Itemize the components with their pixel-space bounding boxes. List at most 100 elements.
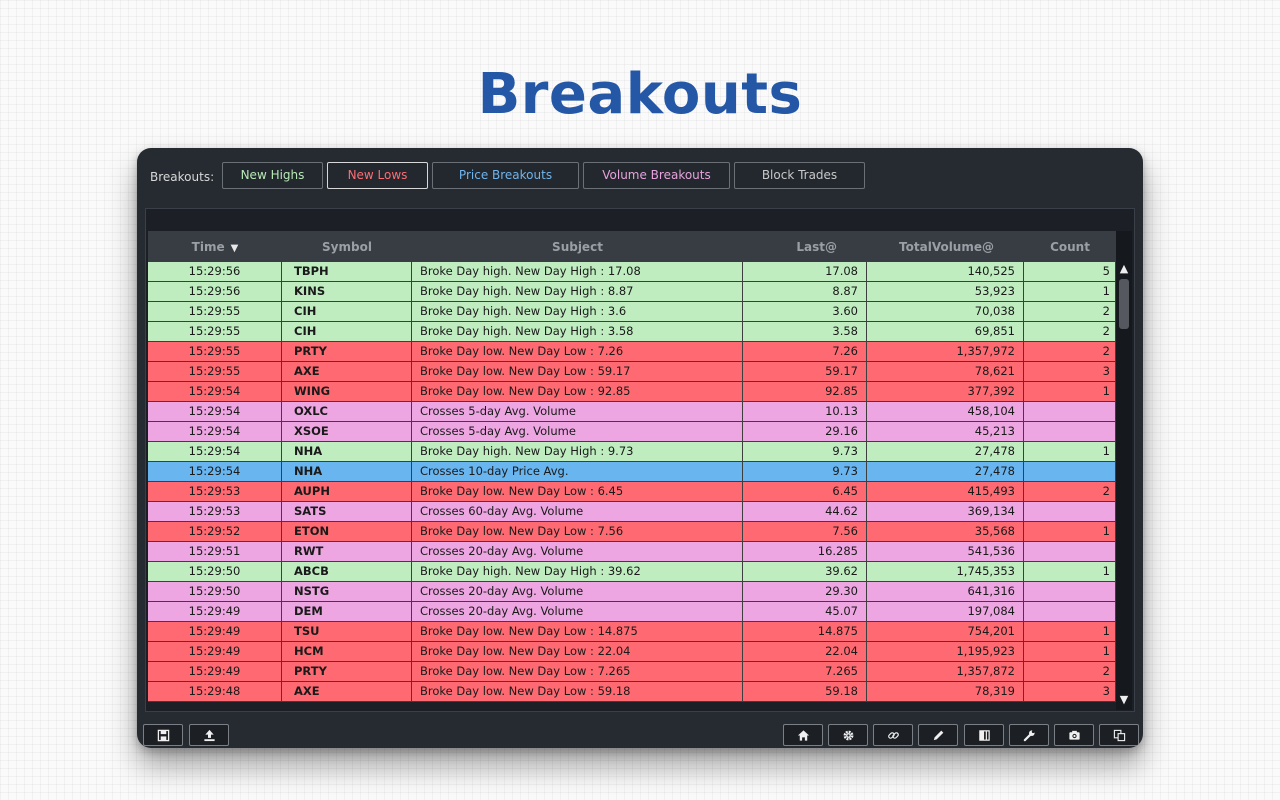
cell-last: 44.62 [743,502,867,522]
scroll-down-icon[interactable]: ▼ [1119,693,1129,706]
cell-total-volume: 140,525 [867,262,1024,282]
cell-time: 15:29:54 [148,382,282,402]
cell-total-volume: 45,213 [867,422,1024,442]
cell-last: 45.07 [743,602,867,622]
cell-subject: Broke Day high. New Day High : 39.62 [412,562,743,582]
table-row[interactable]: 15:29:55 CIH Broke Day high. New Day High … [148,302,1116,322]
cell-total-volume: 1,195,923 [867,642,1024,662]
cell-subject: Broke Day low. New Day Low : 7.56 [412,522,743,542]
cell-time: 15:29:50 [148,562,282,582]
cell-time: 15:29:52 [148,522,282,542]
table-row[interactable]: 15:29:53 SATS Crosses 60-day Avg. Volume 44… [148,502,1116,522]
column-header-subject[interactable]: Subject [552,240,603,254]
save-button[interactable] [143,724,183,746]
column-header-last[interactable]: Last@ [796,240,837,254]
cell-subject: Broke Day low. New Day Low : 59.18 [412,682,743,702]
cell-total-volume: 53,923 [867,282,1024,302]
cell-total-volume: 1,745,353 [867,562,1024,582]
table-row[interactable]: 15:29:49 PRTY Broke Day low. New Day Low :… [148,662,1116,682]
export-button[interactable] [189,724,229,746]
filter-new-highs-button[interactable]: New Highs [222,162,323,189]
cell-time: 15:29:56 [148,282,282,302]
table-row[interactable]: 15:29:54 NHA Broke Day high. New Day High … [148,442,1116,462]
cell-time: 15:29:53 [148,482,282,502]
scroll-thumb[interactable] [1119,279,1129,329]
pencil-icon [932,729,945,742]
home-button[interactable] [783,724,823,746]
filter-volume-breakouts-button[interactable]: Volume Breakouts [583,162,730,189]
column-header-symbol[interactable]: Symbol [322,240,372,254]
cell-total-volume: 369,134 [867,502,1024,522]
cell-time: 15:29:55 [148,302,282,322]
table-row[interactable]: 15:29:56 KINS Broke Day high. New Day High… [148,282,1116,302]
cell-total-volume: 35,568 [867,522,1024,542]
cell-total-volume: 197,084 [867,602,1024,622]
table-row[interactable]: 15:29:50 NSTG Crosses 20-day Avg. Volume 29… [148,582,1116,602]
cell-symbol: ABCB [282,562,412,582]
cell-symbol: OXLC [282,402,412,422]
table-row[interactable]: 15:29:52 ETON Broke Day low. New Day Low :… [148,522,1116,542]
table-row[interactable]: 15:29:49 DEM Crosses 20-day Avg. Volume 45.… [148,602,1116,622]
table-row[interactable]: 15:29:55 CIH Broke Day high. New Day High … [148,322,1116,342]
cell-symbol: RWT [282,542,412,562]
cell-symbol: CIH [282,302,412,322]
cell-count: 2 [1024,482,1116,502]
cell-subject: Crosses 20-day Avg. Volume [412,542,743,562]
table-row[interactable]: 15:29:51 RWT Crosses 20-day Avg. Volume 16.… [148,542,1116,562]
table-row[interactable]: 15:29:54 WING Broke Day low. New Day Low :… [148,382,1116,402]
cell-symbol: WING [282,382,412,402]
cell-count [1024,602,1116,622]
cell-symbol: ETON [282,522,412,542]
cell-last: 29.16 [743,422,867,442]
cell-total-volume: 78,319 [867,682,1024,702]
copy-button[interactable] [1099,724,1139,746]
copy-icon [1113,729,1126,742]
cell-total-volume: 27,478 [867,462,1024,482]
cell-last: 3.60 [743,302,867,322]
vertical-scrollbar[interactable]: ▲ ▼ [1116,231,1132,710]
column-header-total-volume[interactable]: TotalVolume@ [899,240,994,254]
tools-button[interactable] [1009,724,1049,746]
table-row[interactable]: 15:29:50 ABCB Broke Day high. New Day High… [148,562,1116,582]
edit-button[interactable] [918,724,958,746]
cell-last: 7.265 [743,662,867,682]
save-icon [157,729,170,742]
table-row[interactable]: 15:29:54 OXLC Crosses 5-day Avg. Volume 10.… [148,402,1116,422]
cell-last: 9.73 [743,442,867,462]
table-row[interactable]: 15:29:55 AXE Broke Day low. New Day Low : … [148,362,1116,382]
table-body: 15:29:56 TBPH Broke Day high. New Day High… [148,262,1116,710]
table-row[interactable]: 15:29:54 XSOE Crosses 5-day Avg. Volume 29.… [148,422,1116,442]
table-row[interactable]: 15:29:49 TSU Broke Day low. New Day Low : … [148,622,1116,642]
column-header-time[interactable]: Time ▼ [148,231,282,263]
cell-total-volume: 1,357,872 [867,662,1024,682]
table-row[interactable]: 15:29:56 TBPH Broke Day high. New Day High… [148,262,1116,282]
settings-button[interactable] [828,724,868,746]
columns-button[interactable] [964,724,1004,746]
filter-price-breakouts-button[interactable]: Price Breakouts [432,162,579,189]
filter-block-trades-button[interactable]: Block Trades [734,162,865,189]
link-button[interactable] [873,724,913,746]
cell-count: 1 [1024,562,1116,582]
cell-time: 15:29:49 [148,662,282,682]
cell-total-volume: 70,038 [867,302,1024,322]
column-header-count[interactable]: Count [1050,240,1090,254]
filter-new-lows-button[interactable]: New Lows [327,162,428,189]
cell-last: 59.18 [743,682,867,702]
cell-count: 1 [1024,522,1116,542]
screenshot-button[interactable] [1054,724,1094,746]
cell-count: 3 [1024,682,1116,702]
cell-time: 15:29:49 [148,622,282,642]
cell-count [1024,422,1116,442]
table-row[interactable]: 15:29:49 HCM Broke Day low. New Day Low : … [148,642,1116,662]
table-row[interactable]: 15:29:48 AXE Broke Day low. New Day Low : … [148,682,1116,702]
cell-count: 1 [1024,382,1116,402]
scroll-up-icon[interactable]: ▲ [1119,262,1129,275]
table-row[interactable]: 15:29:53 AUPH Broke Day low. New Day Low :… [148,482,1116,502]
cell-time: 15:29:49 [148,602,282,622]
home-icon [797,729,810,742]
table-row[interactable]: 15:29:55 PRTY Broke Day low. New Day Low :… [148,342,1116,362]
cell-subject: Broke Day low. New Day Low : 92.85 [412,382,743,402]
table-row[interactable]: 15:29:54 NHA Crosses 10-day Price Avg. 9.73… [148,462,1116,482]
cell-total-volume: 377,392 [867,382,1024,402]
cell-time: 15:29:50 [148,582,282,602]
